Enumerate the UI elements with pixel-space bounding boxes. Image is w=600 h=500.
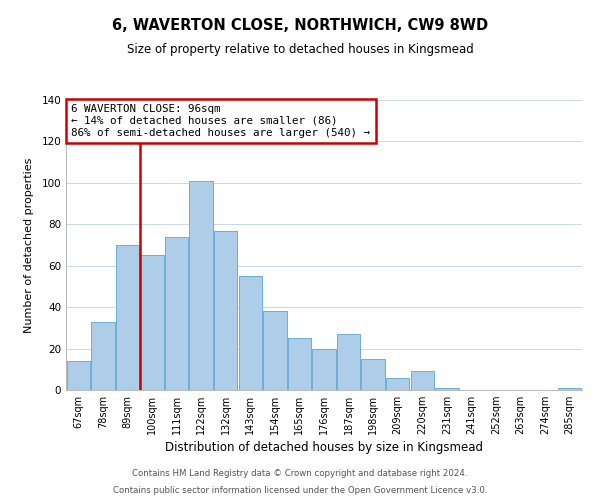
Bar (140, 256, 164, 390)
Y-axis label: Number of detached properties: Number of detached properties (25, 158, 34, 332)
X-axis label: Distribution of detached houses by size in Kingsmead: Distribution of detached houses by size … (165, 442, 483, 454)
Text: 6 WAVERTON CLOSE: 96sqm
← 14% of detached houses are smaller (86)
86% of semi-de: 6 WAVERTON CLOSE: 96sqm ← 14% of detache… (71, 104, 370, 138)
Bar (410, 372, 434, 390)
Text: Contains HM Land Registry data © Crown copyright and database right 2024.: Contains HM Land Registry data © Crown c… (132, 468, 468, 477)
Bar (190, 181, 213, 390)
Bar (239, 276, 262, 390)
Bar (435, 388, 458, 390)
Bar (67, 361, 90, 390)
Bar (558, 388, 581, 390)
Bar (361, 359, 385, 390)
Text: Contains public sector information licensed under the Open Government Licence v3: Contains public sector information licen… (113, 486, 487, 495)
Bar (165, 236, 188, 390)
Bar (263, 312, 287, 390)
Bar (313, 348, 335, 390)
Text: Size of property relative to detached houses in Kingsmead: Size of property relative to detached ho… (127, 42, 473, 56)
Bar (116, 245, 139, 390)
Bar (91, 322, 115, 390)
Bar (386, 378, 409, 390)
Bar (337, 334, 360, 390)
Bar (288, 338, 311, 390)
Text: 6, WAVERTON CLOSE, NORTHWICH, CW9 8WD: 6, WAVERTON CLOSE, NORTHWICH, CW9 8WD (112, 18, 488, 32)
Bar (214, 230, 238, 390)
